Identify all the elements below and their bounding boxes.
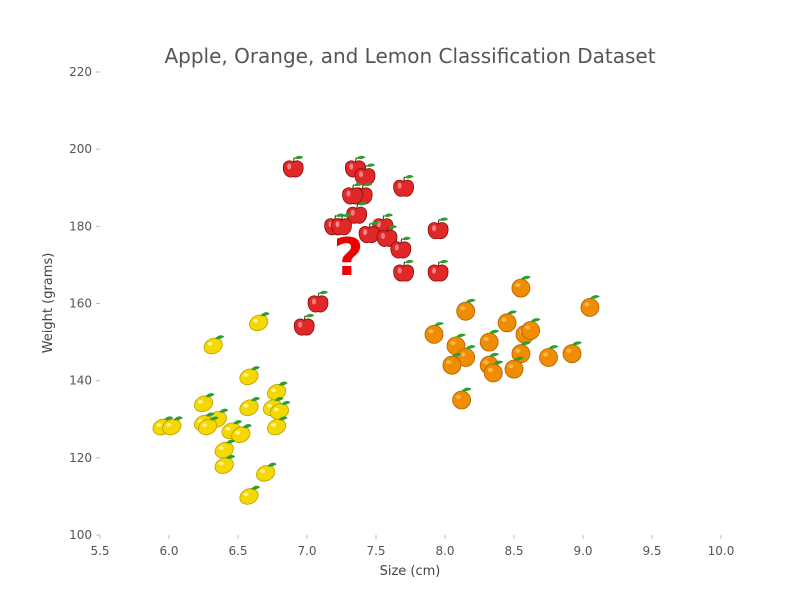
orange-point	[497, 310, 518, 333]
apple-point	[346, 202, 368, 224]
lemon-point	[231, 424, 252, 443]
lemon-point	[239, 397, 260, 416]
x-tick-label: 9.0	[573, 544, 592, 558]
x-tick-label: 7.5	[366, 544, 385, 558]
lemon-point	[239, 366, 260, 386]
lemon-point	[214, 454, 236, 474]
orange-point	[442, 352, 462, 375]
y-axis-label: Weight (grams)	[41, 253, 56, 354]
lemon-point	[198, 416, 219, 436]
x-tick-label: 8.0	[435, 544, 454, 558]
orange-point	[452, 387, 472, 410]
apple-point	[427, 259, 449, 282]
x-tick-label: 6.5	[228, 544, 247, 558]
x-tick-label: 9.5	[642, 544, 661, 558]
lemon-point	[267, 416, 288, 436]
orange-point	[424, 322, 444, 344]
apple-point	[282, 155, 304, 178]
chart-title: Apple, Orange, and Lemon Classification …	[164, 44, 655, 68]
apple-point	[393, 175, 415, 197]
apple-point	[427, 217, 449, 240]
orange-point	[580, 295, 600, 317]
x-tick-label: 8.5	[504, 544, 523, 558]
orange-point	[539, 345, 559, 367]
data-points	[152, 155, 600, 505]
orange-point	[456, 298, 476, 321]
y-tick-label: 140	[69, 374, 92, 388]
x-axis-ticks: 5.5 6.0 6.5 7.0 7.5 8.0 8.5 9.0 9.5 10.0	[90, 535, 734, 558]
y-tick-label: 200	[69, 142, 92, 156]
x-tick-label: 10.0	[708, 544, 735, 558]
orange-point	[521, 318, 541, 340]
apple-point	[393, 259, 415, 282]
orange-point	[483, 360, 504, 383]
lemon-point	[239, 485, 260, 505]
x-tick-label: 6.0	[159, 544, 178, 558]
y-tick-label: 120	[69, 451, 92, 465]
apple-point	[342, 182, 363, 205]
lemon-point	[162, 416, 183, 436]
question-mark-annotation: ?	[333, 228, 363, 288]
y-tick-label: 160	[69, 297, 92, 311]
x-tick-label: 5.5	[90, 544, 109, 558]
y-tick-label: 180	[69, 219, 92, 233]
lemon-point	[269, 400, 291, 420]
x-axis-label: Size (cm)	[380, 564, 441, 579]
apple-point	[390, 236, 412, 259]
y-tick-label: 100	[69, 528, 92, 542]
y-axis-ticks: 100 120 140 160 180 200 220	[69, 65, 100, 542]
lemon-point	[267, 381, 288, 401]
y-tick-label: 220	[69, 65, 92, 79]
lemon-point	[249, 312, 270, 332]
orange-point	[504, 356, 524, 379]
apple-point	[358, 221, 380, 243]
lemon-point	[214, 439, 236, 459]
apple-point	[331, 213, 352, 236]
lemon-point	[203, 335, 225, 355]
apple-point	[307, 290, 329, 313]
lemon-point	[193, 393, 215, 413]
orange-point	[562, 341, 582, 364]
orange-point	[511, 275, 531, 298]
x-tick-label: 7.0	[297, 544, 316, 558]
apple-point	[293, 313, 315, 336]
orange-point	[479, 329, 500, 352]
lemon-point	[256, 462, 277, 482]
apple-point	[376, 225, 398, 247]
